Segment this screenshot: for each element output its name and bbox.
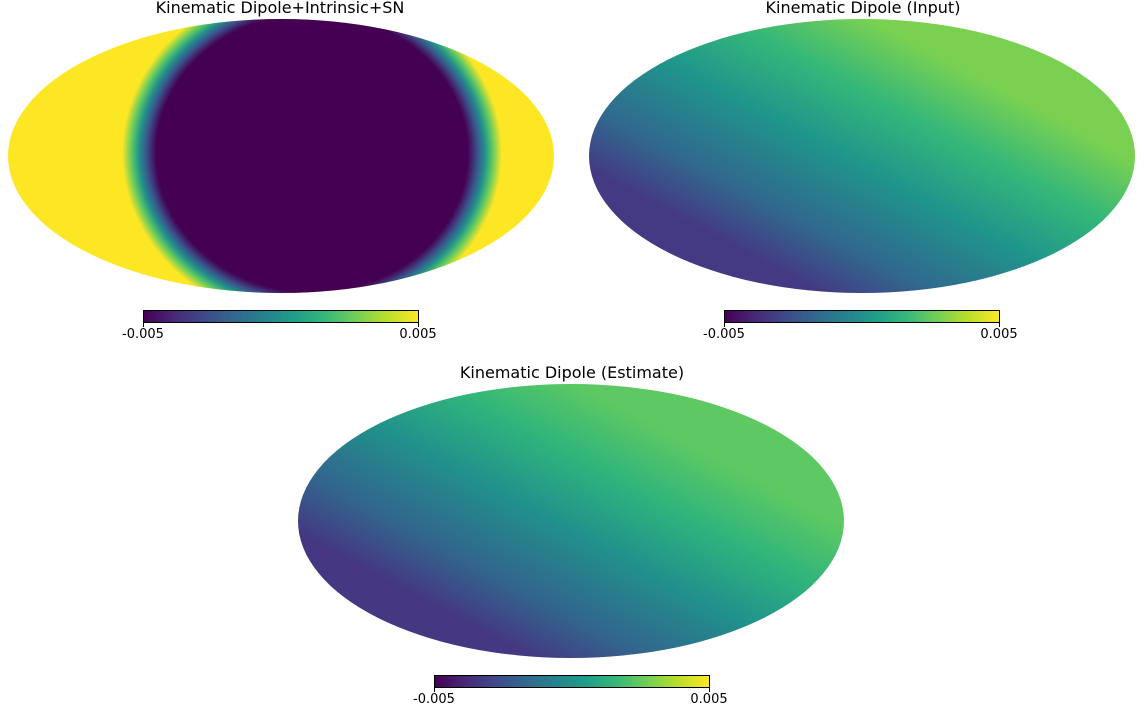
dipole-field: [589, 19, 1135, 293]
map-panel-3: Kinematic Dipole (Estimate) -0.005 0.005: [291, 364, 853, 714]
colorbar-max-label: 0.005: [980, 327, 1018, 342]
colorbar-tick: [418, 322, 419, 327]
colorbar: [724, 310, 1000, 323]
colorbar-max-label: 0.005: [399, 327, 437, 342]
chart-title: Kinematic Dipole+Intrinsic+SN: [155, 0, 405, 17]
colorbar-min-label: -0.005: [122, 327, 164, 342]
mollweide-map-2: [589, 19, 1135, 293]
colorbar-min-label: -0.005: [703, 327, 745, 342]
map-panel-2: Kinematic Dipole (Input) -0.005 0.005: [582, 0, 1144, 350]
colorbar-max-label: 0.005: [690, 692, 728, 707]
chart-title: Kinematic Dipole (Input): [765, 0, 961, 17]
saturated-band: [122, 19, 502, 293]
chart-title: Kinematic Dipole (Estimate): [459, 363, 685, 382]
colorbar-tick: [999, 322, 1000, 327]
colorbar-tick: [724, 322, 725, 327]
mollweide-map-1: [8, 19, 554, 293]
dipole-field: [298, 384, 844, 658]
mollweide-map-3: [298, 384, 844, 658]
colorbar: [434, 675, 710, 688]
map-panel-1: Kinematic Dipole+Intrinsic+SN -0.005 0.0…: [0, 0, 560, 350]
colorbar: [143, 310, 419, 323]
colorbar-min-label: -0.005: [413, 692, 455, 707]
colorbar-tick: [434, 687, 435, 692]
colorbar-tick: [143, 322, 144, 327]
colorbar-tick: [709, 687, 710, 692]
